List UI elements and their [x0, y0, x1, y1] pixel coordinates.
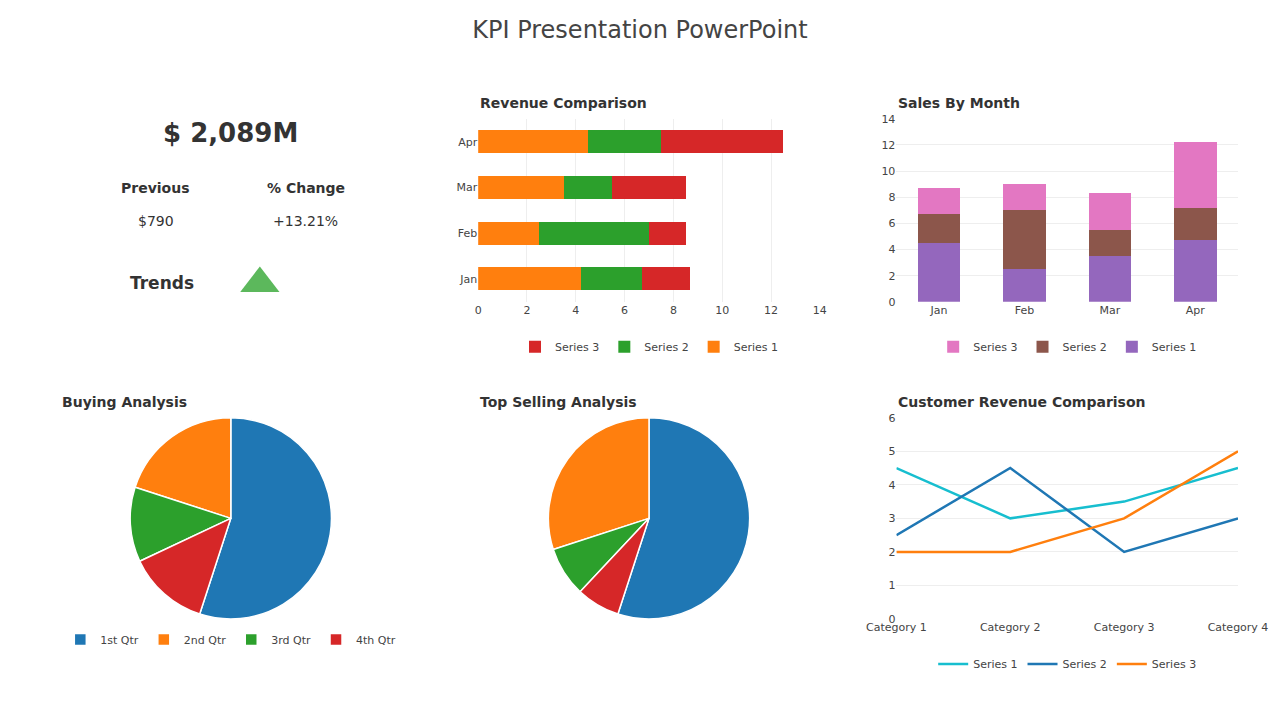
svg-text:4th Qtr: 4th Qtr	[356, 634, 396, 647]
svg-text:Trends: Trends	[130, 273, 194, 293]
svg-text:Series 1: Series 1	[973, 658, 1017, 671]
svg-text:Category 2: Category 2	[980, 621, 1041, 634]
svg-text:$ 2,089M: $ 2,089M	[163, 118, 298, 148]
svg-text:1st Qtr: 1st Qtr	[100, 634, 139, 647]
svg-text:Feb: Feb	[1015, 304, 1034, 317]
svg-text:12: 12	[764, 304, 778, 317]
svg-text:10: 10	[881, 165, 895, 178]
svg-text:Series 3: Series 3	[555, 341, 599, 354]
svg-text:KPI Presentation PowerPoint: KPI Presentation PowerPoint	[472, 16, 807, 44]
svg-text:+13.21%: +13.21%	[273, 213, 338, 229]
svg-text:6: 6	[621, 304, 628, 317]
svg-text:10: 10	[715, 304, 729, 317]
svg-text:0: 0	[475, 304, 482, 317]
svg-text:Feb: Feb	[458, 227, 477, 240]
svg-text:Apr: Apr	[1186, 304, 1206, 317]
svg-text:% Change: % Change	[267, 180, 345, 196]
svg-text:Category 3: Category 3	[1094, 621, 1155, 634]
svg-text:Mar: Mar	[456, 181, 477, 194]
svg-text:Series 3: Series 3	[973, 341, 1017, 354]
svg-text:Series 3: Series 3	[1152, 658, 1196, 671]
svg-text:Jan: Jan	[930, 304, 948, 317]
svg-text:12: 12	[881, 139, 895, 152]
svg-text:4: 4	[572, 304, 579, 317]
svg-text:Series 2: Series 2	[1063, 341, 1107, 354]
svg-text:3rd Qtr: 3rd Qtr	[271, 634, 311, 647]
svg-text:Previous: Previous	[121, 180, 190, 196]
svg-text:8: 8	[670, 304, 677, 317]
svg-text:4: 4	[888, 479, 895, 492]
svg-text:Category 4: Category 4	[1208, 621, 1269, 634]
svg-text:Top Selling Analysis: Top Selling Analysis	[480, 394, 637, 410]
svg-text:6: 6	[888, 217, 895, 230]
svg-text:Revenue Comparison: Revenue Comparison	[480, 95, 647, 111]
svg-text:Series 1: Series 1	[1152, 341, 1196, 354]
svg-text:6: 6	[888, 412, 895, 425]
svg-text:Sales By Month: Sales By Month	[898, 95, 1020, 111]
svg-text:$790: $790	[138, 213, 174, 229]
svg-text:14: 14	[813, 304, 827, 317]
svg-text:2nd Qtr: 2nd Qtr	[184, 634, 226, 647]
svg-text:Buying Analysis: Buying Analysis	[62, 394, 187, 410]
svg-text:14: 14	[881, 113, 895, 126]
svg-text:Mar: Mar	[1100, 304, 1121, 317]
svg-text:Jan: Jan	[459, 273, 477, 286]
svg-text:Apr: Apr	[458, 136, 478, 149]
svg-text:2: 2	[888, 546, 895, 559]
svg-text:0: 0	[888, 296, 895, 309]
svg-text:2: 2	[523, 304, 530, 317]
svg-text:5: 5	[888, 445, 895, 458]
svg-text:Series 1: Series 1	[734, 341, 778, 354]
svg-text:Customer Revenue Comparison: Customer Revenue Comparison	[898, 394, 1146, 410]
svg-text:Category 1: Category 1	[866, 621, 927, 634]
svg-text:4: 4	[888, 243, 895, 256]
svg-text:1: 1	[888, 579, 895, 592]
svg-text:8: 8	[888, 191, 895, 204]
svg-text:2: 2	[888, 270, 895, 283]
svg-text:Series 2: Series 2	[644, 341, 688, 354]
svg-text:3: 3	[888, 512, 895, 525]
svg-text:0: 0	[888, 613, 895, 626]
svg-text:Series 2: Series 2	[1063, 658, 1107, 671]
